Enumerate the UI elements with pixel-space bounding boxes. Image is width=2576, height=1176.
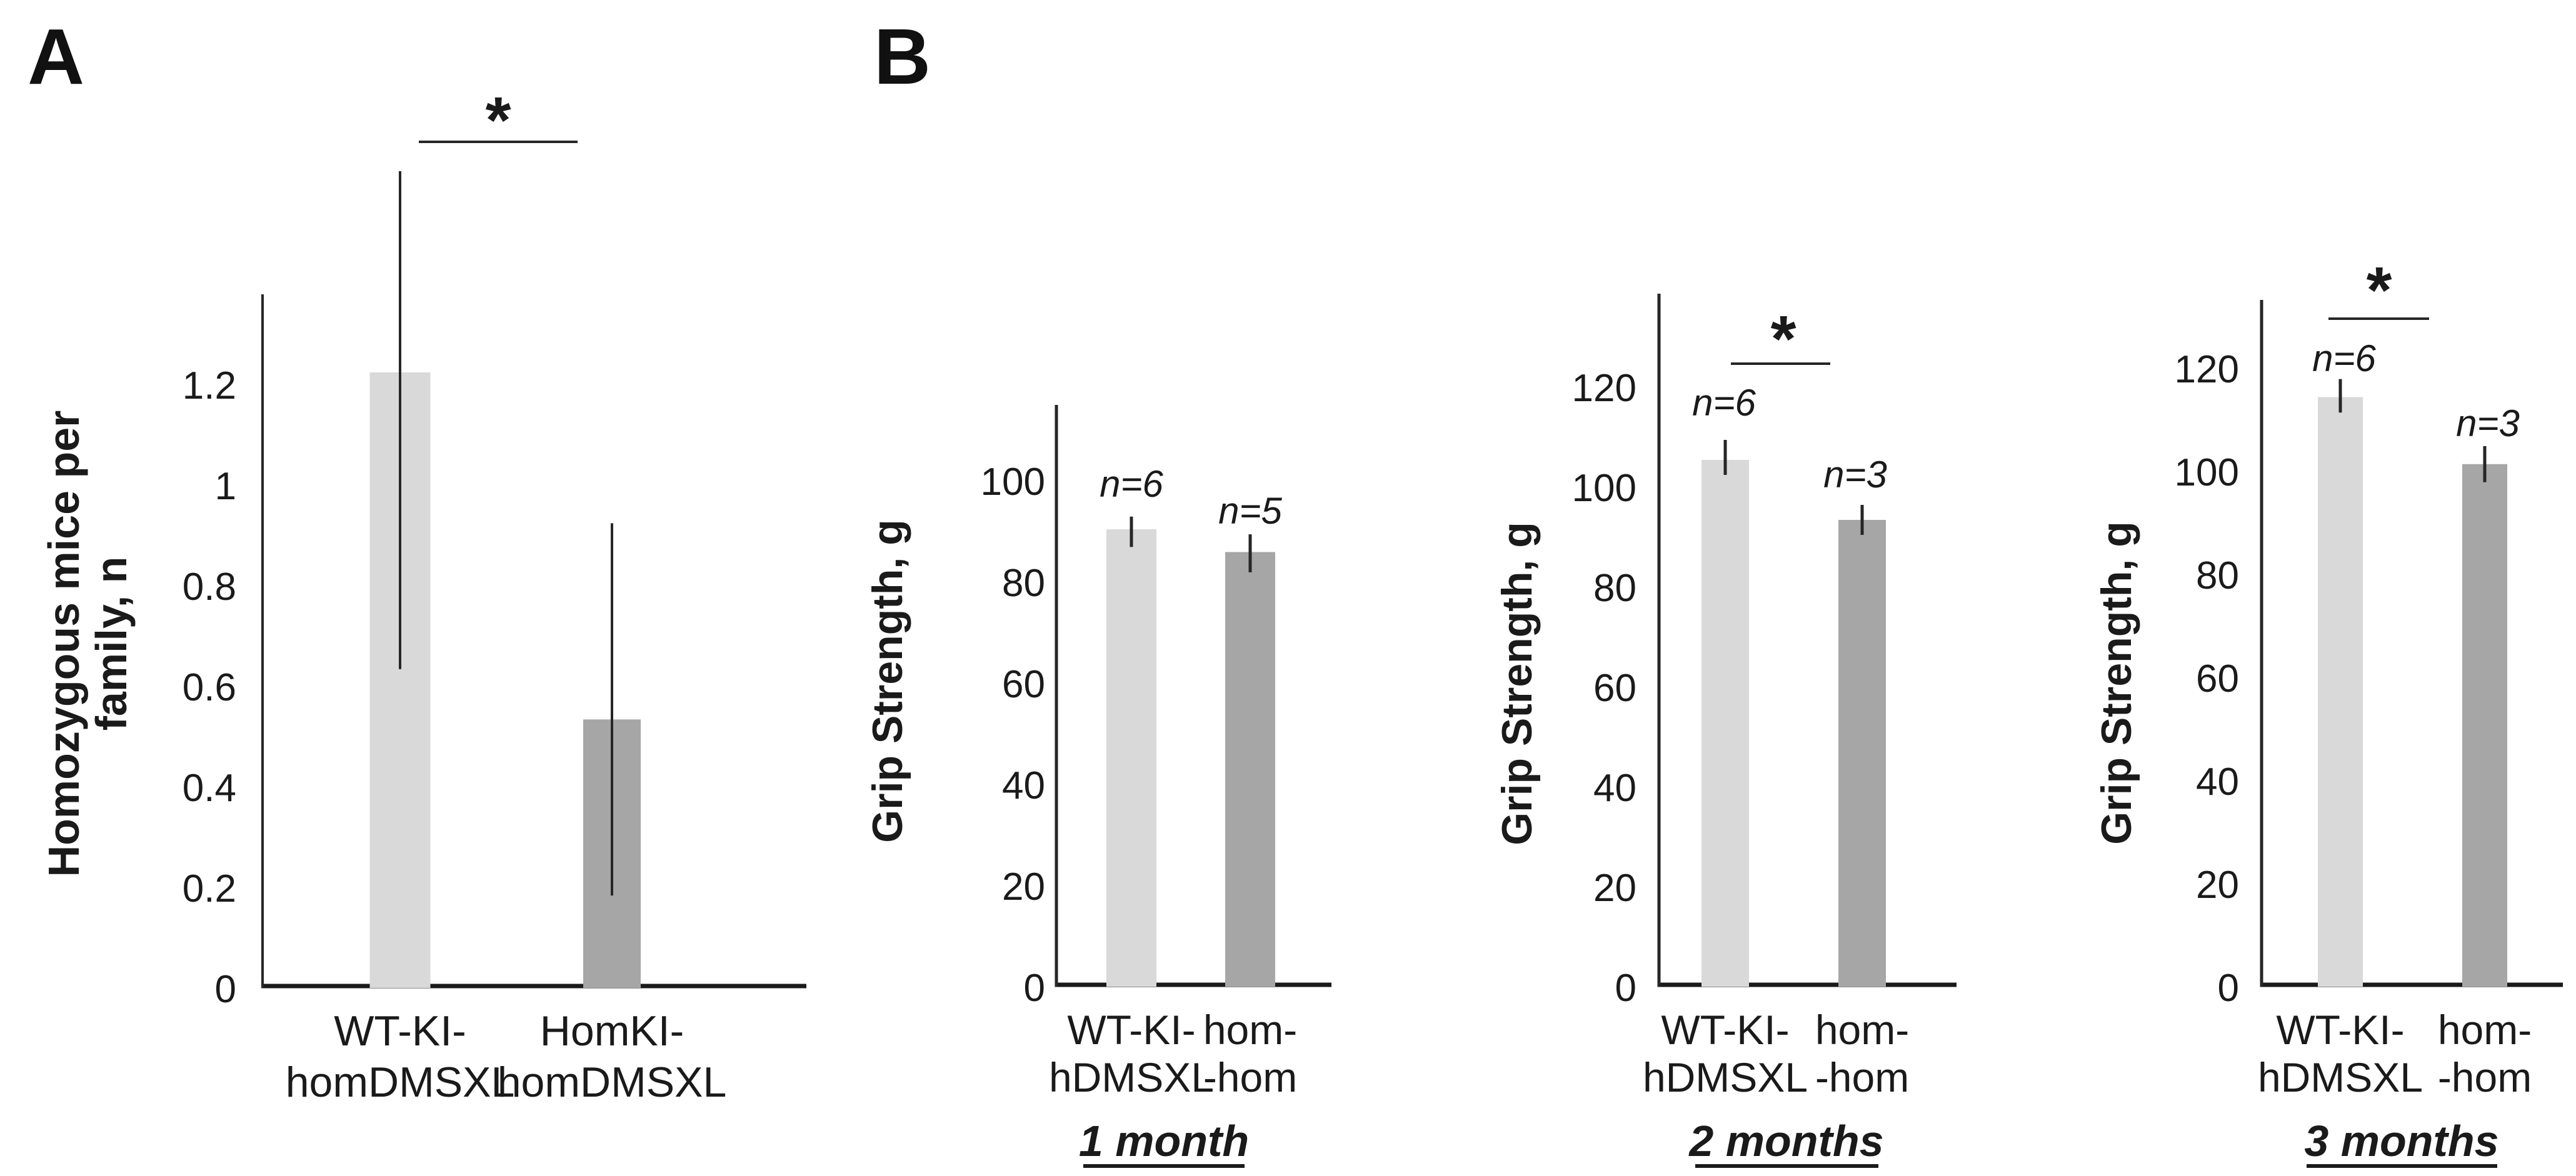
bar-wt — [1106, 529, 1156, 987]
y-tick-label: 0.6 — [183, 666, 236, 709]
x-category-label: -hom — [2438, 1054, 2532, 1100]
chart-grip-strength-3-months: 0 20 40 60 80 100 120 WT-KI-hDMSXL hom--hom n=6 n=… — [2093, 254, 2563, 1168]
y-tick-label: 120 — [2175, 348, 2239, 391]
chart-homozygous-mice-per-family: 00.20.40.60.811.2WT-KI-homDMSXLHomKI-hom… — [39, 84, 806, 1106]
panel-b-label: B — [874, 12, 931, 101]
bar-hom — [1225, 552, 1275, 987]
x-category-label: WT-KI- — [334, 1007, 466, 1055]
y-tick-label: 60 — [1593, 667, 1636, 710]
y-tick-label: 120 — [1572, 367, 1636, 410]
y-tick-label: 100 — [981, 461, 1045, 504]
y-tick-label: 60 — [1002, 663, 1045, 706]
bar-hom — [2462, 464, 2507, 987]
x-category-label: hDMSXL — [1643, 1054, 1808, 1100]
y-tick-label: 0.4 — [183, 767, 236, 810]
significance-asterisk: * — [2367, 254, 2392, 327]
y-tick-label: 100 — [2175, 451, 2239, 494]
y-axis-label: Grip Strength, g — [1493, 522, 1541, 845]
y-axis-label: Homozygous mice per — [39, 411, 88, 877]
x-category-label: homDMSXL — [498, 1059, 727, 1106]
x-category-label: -hom — [1203, 1054, 1297, 1100]
x-category-label: hom- — [1203, 1007, 1297, 1053]
x-category-label: WT-KI- — [1067, 1007, 1195, 1053]
time-point-caption: 3 months — [2304, 1117, 2498, 1165]
x-category-label: homDMSXL — [286, 1059, 515, 1106]
n-count-label: n=6 — [1100, 463, 1163, 505]
n-count-label: n=5 — [1218, 490, 1282, 532]
time-point-caption: 1 month — [1079, 1117, 1249, 1165]
n-count-label: n=3 — [1823, 454, 1887, 496]
y-tick-label: 0.8 — [183, 566, 236, 609]
y-tick-label: 20 — [1593, 867, 1636, 910]
y-tick-label: 0 — [215, 968, 236, 1011]
time-point-caption: 2 months — [1688, 1117, 1883, 1165]
bar-hom — [1838, 520, 1886, 987]
significance-asterisk: * — [486, 84, 511, 157]
y-tick-label: 100 — [1572, 467, 1636, 510]
x-category-label: hDMSXL — [1049, 1054, 1214, 1100]
y-tick-label: 20 — [2196, 864, 2239, 907]
y-axis-label: Grip Strength, g — [864, 519, 911, 843]
y-tick-label: 0 — [1024, 967, 1045, 1010]
y-tick-label: 20 — [1002, 865, 1045, 909]
bar-wt — [1701, 460, 1749, 987]
n-count-label: n=3 — [2456, 402, 2520, 444]
x-category-label: WT-KI- — [1661, 1007, 1789, 1053]
y-tick-label: 40 — [1002, 764, 1045, 807]
x-category-label: hom- — [2438, 1007, 2532, 1053]
y-tick-label: 40 — [2196, 760, 2239, 804]
significance-asterisk: * — [1771, 302, 1797, 376]
x-category-label: -hom — [1815, 1054, 1909, 1100]
y-axis-label: family, n — [87, 557, 136, 731]
y-tick-label: 80 — [1002, 562, 1045, 605]
n-count-label: n=6 — [1692, 382, 1756, 424]
panel-a-label: A — [28, 12, 84, 101]
y-tick-label: 0.2 — [183, 867, 236, 910]
x-category-label: WT-KI- — [2276, 1007, 2404, 1053]
y-tick-label: 80 — [2196, 554, 2239, 597]
x-category-label: hom- — [1815, 1007, 1909, 1053]
y-tick-label: 1.2 — [183, 364, 236, 407]
y-tick-label: 40 — [1593, 767, 1636, 810]
x-category-label: hDMSXL — [2258, 1054, 2423, 1100]
y-tick-label: 60 — [2196, 657, 2239, 700]
x-category-label: HomKI- — [540, 1007, 684, 1055]
y-axis-label: Grip Strength, g — [2093, 521, 2140, 845]
n-count-label: n=6 — [2312, 337, 2376, 379]
bar-wt — [2318, 397, 2363, 987]
y-tick-label: 0 — [1615, 967, 1636, 1010]
y-tick-label: 0 — [2218, 967, 2239, 1010]
y-tick-label: 80 — [1593, 567, 1636, 610]
y-tick-label: 1 — [215, 465, 236, 508]
